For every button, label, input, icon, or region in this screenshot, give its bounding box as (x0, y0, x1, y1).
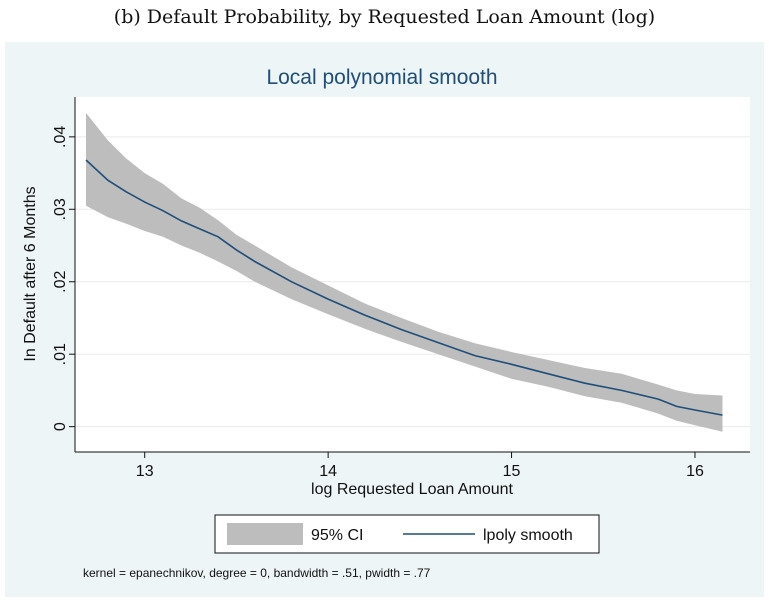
y-tick-label: .03 (52, 198, 69, 220)
legend-line-label: lpoly smooth (483, 527, 573, 544)
x-axis-label: log Requested Loan Amount (311, 481, 513, 498)
axes: 0 .01 .02 .03 .04 13 14 15 16 (52, 97, 750, 480)
figure-caption: (b) Default Probability, by Requested Lo… (113, 6, 656, 28)
y-tick-label: .02 (52, 271, 69, 293)
x-tick-label: 13 (136, 463, 154, 480)
y-tick-label: .04 (52, 126, 69, 148)
legend: 95% CI lpoly smooth (214, 514, 600, 554)
x-tick-label: 14 (319, 463, 337, 480)
x-tick-label: 16 (686, 463, 704, 480)
x-tick-label: 15 (503, 463, 521, 480)
y-tick-label: 0 (52, 422, 69, 431)
y-tick-label: .01 (52, 343, 69, 365)
chart-note: kernel = epanechnikov, degree = 0, bandw… (83, 566, 431, 580)
chart: Local polynomial smooth 0 .01 .02 .03 .04 13 1… (5, 42, 764, 597)
lpoly-line (85, 159, 723, 416)
legend-ci-label: 95% CI (311, 527, 363, 544)
y-axis-label: In Default after 6 Months (22, 186, 39, 361)
chart-title: Local polynomial smooth (266, 66, 497, 89)
legend-ci-swatch (227, 523, 303, 545)
